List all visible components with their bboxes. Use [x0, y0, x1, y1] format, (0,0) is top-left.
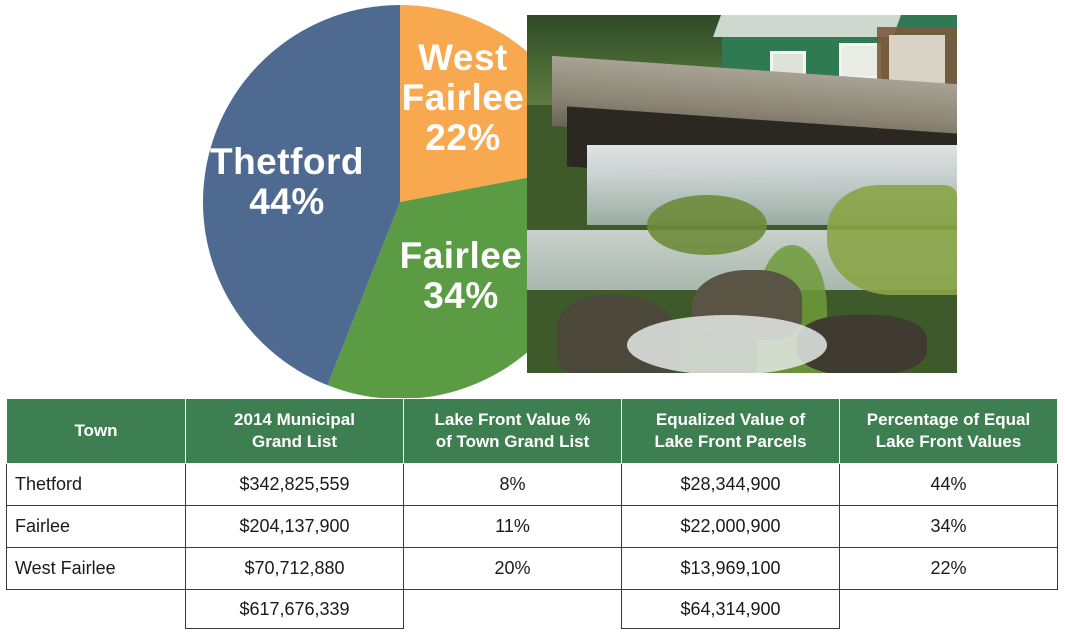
cell-lake-front-pct: 8%: [403, 463, 622, 506]
totals-blank-cell: [404, 590, 622, 629]
pie-label-west-fairlee: West: [418, 37, 508, 78]
cell-town: Fairlee: [6, 505, 186, 548]
header-percentage-equal: Percentage of Equal Lake Front Values: [839, 398, 1058, 464]
header-equalized-value-line-2: Lake Front Parcels: [654, 432, 807, 451]
cell-percentage-equal: 44%: [839, 463, 1058, 506]
header-equalized-value: Equalized Value of Lake Front Parcels: [621, 398, 840, 464]
pie-label-fairlee: Fairlee: [400, 235, 523, 276]
cell-percentage-equal: 22%: [839, 547, 1058, 590]
table-row: Fairlee $204,137,900 11% $22,000,900 34%: [6, 505, 1058, 548]
header-lake-front-pct: Lake Front Value % of Town Grand List: [403, 398, 622, 464]
header-percentage-equal-line-1: Percentage of Equal: [866, 410, 1031, 429]
pie-slice-thetford: [202, 5, 400, 386]
header-grand-list-line-1: 2014 Municipal: [234, 410, 355, 429]
cell-grand-list: $342,825,559: [185, 463, 404, 506]
header-lake-front-pct-line-2: of Town Grand List: [435, 432, 590, 451]
pie-label-west-fairlee: Fairlee: [402, 77, 525, 118]
cell-equalized-value: $28,344,900: [621, 463, 840, 506]
cell-percentage-equal: 34%: [839, 505, 1058, 548]
cell-grand-list: $70,712,880: [185, 547, 404, 590]
header-town-line: Town: [74, 421, 118, 440]
total-grand-list: $617,676,339: [185, 589, 404, 629]
header-town: Town: [6, 398, 186, 464]
table-header-row: Town 2014 Municipal Grand List Lake Fron…: [6, 398, 1058, 464]
totals-blank-cell: [7, 590, 186, 629]
cell-lake-front-pct: 20%: [403, 547, 622, 590]
header-grand-list-line-2: Grand List: [251, 432, 337, 451]
pie-value-thetford: 44%: [249, 181, 325, 222]
header-grand-list: 2014 Municipal Grand List: [185, 398, 404, 464]
table-row: Thetford $342,825,559 8% $28,344,900 44%: [6, 463, 1058, 506]
cell-equalized-value: $22,000,900: [621, 505, 840, 548]
pie-value-west-fairlee: 22%: [425, 117, 501, 158]
header-percentage-equal-line-2: Lake Front Values: [875, 432, 1022, 451]
header-equalized-value-line-1: Equalized Value of: [655, 410, 806, 429]
header-lake-front-pct-line-1: Lake Front Value %: [434, 410, 591, 429]
pie-label-thetford: Thetford: [210, 141, 364, 182]
lake-front-value-table: Town 2014 Municipal Grand List Lake Fron…: [6, 398, 1058, 629]
waterfall-dam-photo: [527, 15, 957, 373]
cell-lake-front-pct: 11%: [403, 505, 622, 548]
table-row: West Fairlee $70,712,880 20% $13,969,100…: [6, 547, 1058, 590]
cell-town: Thetford: [6, 463, 186, 506]
totals-row: $617,676,339 $64,314,900: [7, 589, 1058, 629]
cell-equalized-value: $13,969,100: [621, 547, 840, 590]
total-equalized-value: $64,314,900: [621, 589, 840, 629]
pie-value-fairlee: 34%: [423, 275, 499, 316]
totals-blank-cell: [840, 590, 1058, 629]
cell-grand-list: $204,137,900: [185, 505, 404, 548]
cell-town: West Fairlee: [6, 547, 186, 590]
